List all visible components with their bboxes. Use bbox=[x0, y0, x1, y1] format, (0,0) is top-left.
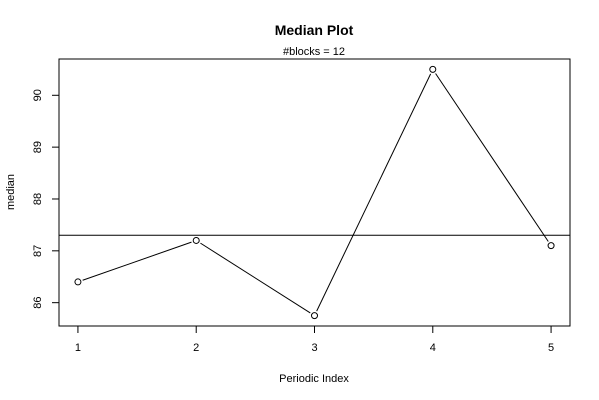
y-tick-label: 86 bbox=[32, 297, 44, 309]
x-axis: 1 2 3 4 5 bbox=[75, 325, 554, 354]
x-tick-label: 4 bbox=[430, 342, 436, 354]
series-segment bbox=[435, 73, 549, 242]
series-segment bbox=[200, 242, 311, 314]
x-axis-label: Periodic Index bbox=[279, 373, 349, 385]
plot-box bbox=[58, 58, 571, 327]
y-tick-label: 89 bbox=[32, 141, 44, 153]
y-tick-label: 87 bbox=[32, 245, 44, 257]
plot-layer bbox=[59, 65, 570, 320]
x-tick-label: 3 bbox=[311, 342, 317, 354]
y-axis: 86 87 88 89 90 bbox=[32, 89, 60, 309]
y-tick-label: 90 bbox=[32, 89, 44, 101]
chart-title: Median Plot bbox=[275, 22, 354, 38]
series-segment bbox=[82, 241, 192, 281]
y-axis-label: median bbox=[5, 174, 17, 210]
data-point bbox=[74, 278, 82, 286]
x-tick-label: 1 bbox=[75, 342, 81, 354]
data-point bbox=[311, 312, 318, 320]
y-tick-label: 88 bbox=[32, 193, 44, 205]
series-segment bbox=[316, 73, 432, 312]
data-point bbox=[547, 242, 555, 250]
x-tick-label: 5 bbox=[548, 342, 554, 354]
data-point bbox=[192, 236, 200, 244]
data-point bbox=[429, 65, 437, 73]
x-tick-label: 2 bbox=[193, 342, 199, 354]
chart-subtitle: #blocks = 12 bbox=[283, 46, 345, 58]
